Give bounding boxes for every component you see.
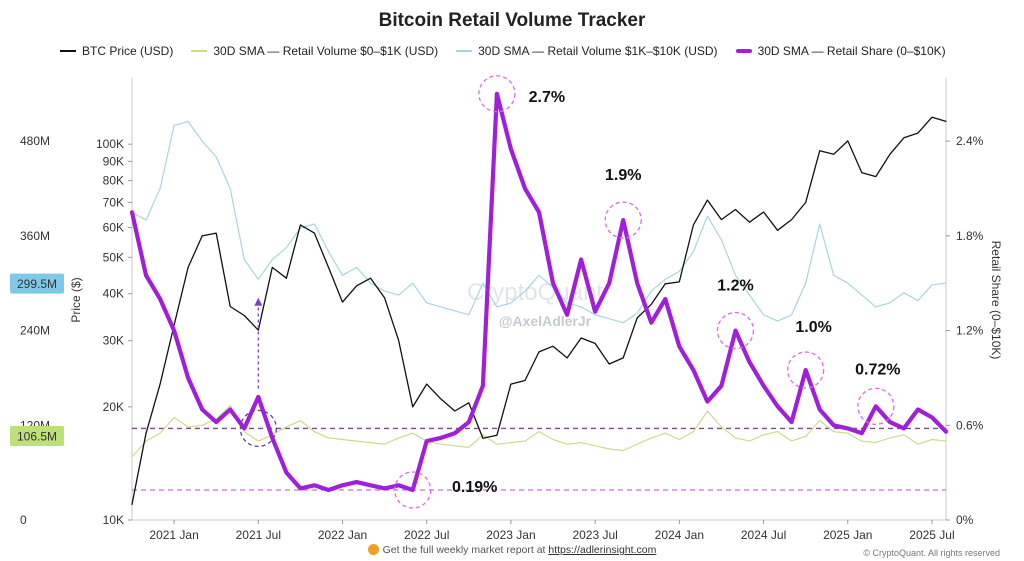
low-marker-circle	[239, 409, 277, 448]
legend: BTC Price (USD) 30D SMA — Retail Volume …	[60, 44, 990, 58]
price-tick-label: 30K	[103, 334, 124, 348]
legend-item-retail-share[interactable]: 30D SMA — Retail Share (0–$10K)	[735, 44, 946, 58]
watermark-handle: @AxelAdlerJr	[499, 313, 592, 329]
peak-annotation-label: 1.9%	[605, 167, 641, 184]
price-tick-label: 90K	[103, 154, 124, 168]
legend-item-retail-volume-small[interactable]: 30D SMA — Retail Volume $0–$1K (USD)	[191, 44, 438, 58]
legend-label-retail-share: 30D SMA — Retail Share (0–$10K)	[757, 44, 946, 58]
price-tick-label: 80K	[103, 174, 124, 188]
x-tick-label: 2025 Jul	[909, 528, 954, 542]
x-tick-label: 2021 Jan	[149, 528, 198, 542]
volume-tick-label: 240M	[20, 324, 50, 338]
volume-tick-label: 360M	[20, 229, 50, 243]
peak-highlight-circle	[787, 351, 825, 389]
footer-link[interactable]: https://adlerinsight.com	[548, 544, 657, 556]
marker-arrow-head	[254, 297, 263, 306]
legend-label-btc-price: BTC Price (USD)	[82, 44, 174, 58]
price-tick-label: 60K	[103, 221, 124, 235]
btc-price-line	[131, 116, 947, 506]
price-tick-label: 50K	[103, 250, 124, 264]
peak-highlight-circle	[604, 201, 642, 239]
volume-highlight-badge	[10, 273, 64, 294]
volume-highlight-label: 106.5M	[17, 429, 57, 443]
peak-annotation-label: 2.7%	[529, 89, 565, 106]
peak-highlight-circle	[716, 311, 755, 350]
price-tick-label: 70K	[103, 195, 124, 209]
volume-tick-label: 0	[20, 513, 27, 527]
share-tick-label: 1.8%	[956, 229, 984, 243]
peak-annotation-label: 0.19%	[452, 479, 497, 496]
copyright-text: © CryptoQuant. All rights reserved	[863, 548, 1000, 558]
share-tick-label: 1.2%	[956, 324, 984, 338]
legend-label-retail-volume-small: 30D SMA — Retail Volume $0–$1K (USD)	[213, 44, 439, 58]
price-tick-label: 100K	[96, 137, 124, 151]
volume-highlight-badge	[10, 425, 64, 446]
legend-swatch-retail-volume-small	[191, 50, 208, 52]
x-tick-label: 2024 Jul	[741, 528, 786, 542]
volume-tick-label: 480M	[20, 134, 50, 148]
peak-highlight-circle	[394, 471, 432, 509]
price-tick-label: 40K	[103, 287, 124, 301]
share-tick-label: 0.6%	[956, 418, 984, 432]
x-tick-label: 2021 Jul	[236, 528, 281, 542]
peak-highlight-circle	[857, 387, 895, 425]
peak-highlight-circle	[478, 75, 516, 113]
chart-title: Bitcoin Retail Volume Tracker	[378, 10, 646, 31]
legend-swatch-retail-share	[735, 49, 752, 53]
legend-item-btc-price[interactable]: BTC Price (USD)	[60, 44, 173, 58]
retail-volume-large-line	[131, 120, 947, 324]
report-icon	[367, 544, 379, 555]
volume-highlight-label: 299.5M	[17, 277, 57, 291]
footer-text: Get the full weekly market report at	[382, 544, 549, 556]
price-tick-label: 20K	[103, 400, 124, 414]
retail-share-line	[129, 91, 949, 493]
peak-annotation-label: 1.0%	[795, 319, 831, 336]
share-axis-title: Retail Share (0–$10K)	[989, 241, 1003, 360]
x-tick-label: 2023 Jan	[486, 528, 535, 542]
retail-volume-small-line	[131, 405, 947, 458]
footer: Get the full weekly market report at htt…	[0, 544, 1024, 556]
price-axis-title: Price ($)	[69, 277, 83, 322]
price-tick-label: 10K	[103, 513, 124, 527]
legend-item-retail-volume-large[interactable]: 30D SMA — Retail Volume $1K–$10K (USD)	[456, 44, 718, 58]
x-tick-label: 2023 Jul	[572, 528, 617, 542]
x-tick-label: 2022 Jan	[318, 528, 367, 542]
x-tick-label: 2022 Jul	[404, 528, 449, 542]
share-tick-label: 2.4%	[956, 134, 984, 148]
x-tick-label: 2025 Jan	[823, 528, 872, 542]
peak-annotation-label: 0.72%	[855, 361, 900, 378]
x-tick-label: 2024 Jan	[655, 528, 704, 542]
share-tick-label: 0%	[956, 513, 974, 527]
peak-annotation-label: 1.2%	[717, 278, 753, 295]
legend-label-retail-volume-large: 30D SMA — Retail Volume $1K–$10K (USD)	[478, 44, 718, 58]
legend-swatch-btc-price	[60, 50, 76, 52]
legend-swatch-retail-volume-large	[456, 50, 473, 52]
